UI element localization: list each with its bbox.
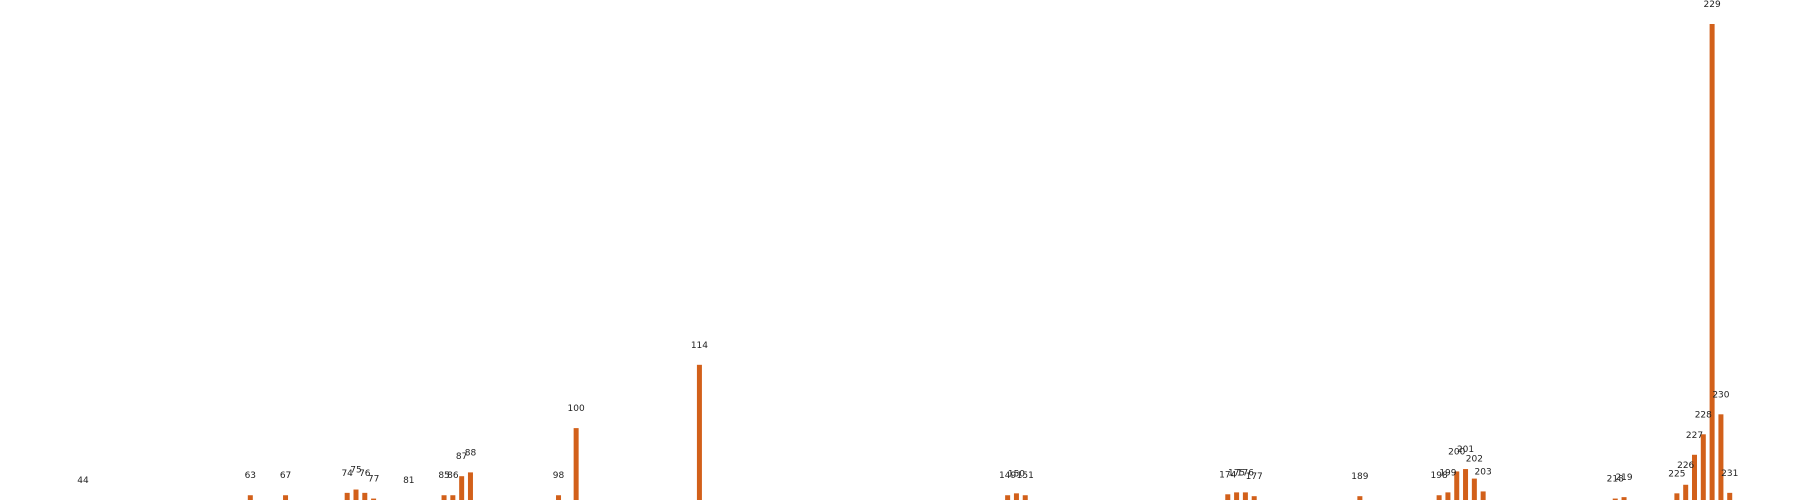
bar-label-203: 203 xyxy=(1475,467,1492,477)
bar-label-77: 77 xyxy=(368,475,379,485)
bar-218 xyxy=(1612,498,1618,500)
bar-label-176: 176 xyxy=(1237,468,1254,478)
bar-label-149: 149 xyxy=(999,471,1016,481)
bar-label-201: 201 xyxy=(1457,445,1474,455)
bar-174 xyxy=(1225,494,1231,500)
bar-231 xyxy=(1727,492,1733,500)
bar-63 xyxy=(247,495,253,500)
bar-67 xyxy=(283,495,289,500)
bar-label-81: 81 xyxy=(403,476,414,486)
bar-219 xyxy=(1621,497,1627,500)
bar-label-230: 230 xyxy=(1712,390,1729,400)
bar-label-202: 202 xyxy=(1466,455,1483,465)
bar-203 xyxy=(1480,491,1486,500)
bar-label-63: 63 xyxy=(245,471,256,481)
bar-label-114: 114 xyxy=(691,341,708,351)
bar-label-67: 67 xyxy=(280,471,291,481)
bar-228 xyxy=(1700,434,1706,500)
bar-86 xyxy=(450,495,456,500)
bar-label-228: 228 xyxy=(1695,410,1712,420)
bar-98 xyxy=(556,495,562,500)
bar-label-87: 87 xyxy=(456,452,467,462)
bar-label-218: 218 xyxy=(1607,475,1624,485)
bar-198 xyxy=(1436,495,1442,500)
bar-85 xyxy=(441,495,447,500)
bar-label-219: 219 xyxy=(1615,473,1632,483)
bar-label-226: 226 xyxy=(1677,461,1694,471)
bar-151 xyxy=(1022,495,1028,500)
bar-199 xyxy=(1445,492,1451,500)
bar-label-225: 225 xyxy=(1668,469,1685,479)
bar-label-100: 100 xyxy=(568,404,585,414)
bar-label-174: 174 xyxy=(1219,470,1236,480)
bar-label-76: 76 xyxy=(359,469,371,479)
bar-75 xyxy=(353,489,359,500)
bar-100 xyxy=(573,428,579,500)
bar-label-177: 177 xyxy=(1246,472,1263,482)
bar-176 xyxy=(1242,492,1248,500)
bar-label-98: 98 xyxy=(553,471,565,481)
bar-177 xyxy=(1251,496,1257,500)
bar-label-227: 227 xyxy=(1686,431,1703,441)
bar-74 xyxy=(344,492,350,500)
bar-label-200: 200 xyxy=(1448,447,1465,457)
bar-label-199: 199 xyxy=(1439,468,1456,478)
bar-label-150: 150 xyxy=(1008,469,1025,479)
bar-227 xyxy=(1692,454,1697,500)
bar-229 xyxy=(1709,24,1715,500)
bar-87 xyxy=(459,476,465,500)
bar-label-86: 86 xyxy=(447,471,459,481)
bar-226 xyxy=(1683,484,1689,500)
bar-label-189: 189 xyxy=(1351,472,1368,482)
bar-200 xyxy=(1454,471,1460,500)
bar-label-88: 88 xyxy=(465,448,477,458)
bar-label-229: 229 xyxy=(1704,0,1721,10)
bar-175 xyxy=(1234,492,1240,500)
bar-label-151: 151 xyxy=(1017,471,1034,481)
bar-149 xyxy=(1005,495,1011,500)
bar-label-85: 85 xyxy=(438,471,449,481)
bar-150 xyxy=(1013,493,1019,500)
bar-189 xyxy=(1357,496,1363,500)
bar-77 xyxy=(371,498,377,500)
bar-label-198: 198 xyxy=(1431,471,1448,481)
bar-label-44: 44 xyxy=(77,476,89,486)
bar-202 xyxy=(1471,478,1477,500)
bar-225 xyxy=(1674,493,1680,500)
bar-88 xyxy=(467,472,473,500)
bar-76 xyxy=(362,492,368,500)
bar-label-231: 231 xyxy=(1721,469,1738,479)
bar-label-175: 175 xyxy=(1228,468,1245,478)
bar-230 xyxy=(1718,414,1724,500)
bar-114 xyxy=(696,364,702,500)
bars-layer xyxy=(247,24,1733,500)
bar-label-74: 74 xyxy=(341,469,353,479)
bar-label-75: 75 xyxy=(350,466,361,476)
bar-201 xyxy=(1463,469,1469,500)
